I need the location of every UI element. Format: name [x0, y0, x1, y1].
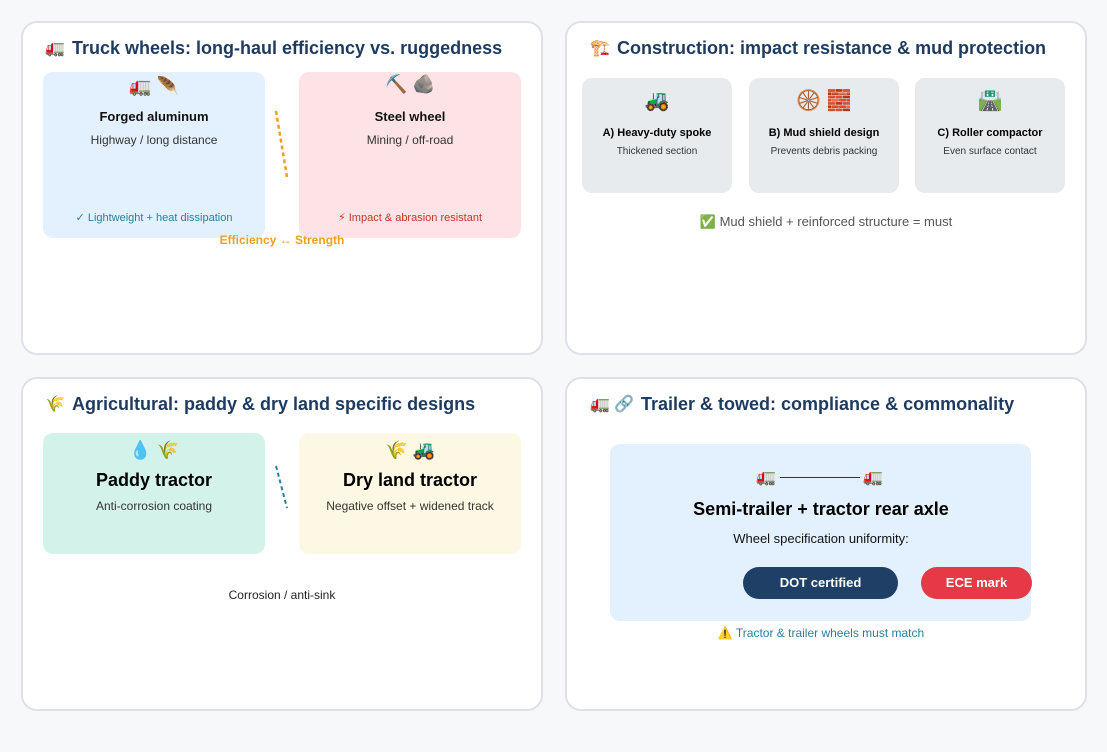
icons: 🚜	[644, 90, 670, 112]
note-text: Mud shield + reinforced structure = must	[719, 214, 953, 229]
option-box	[43, 72, 265, 238]
heading: Dry land tractor	[342, 470, 478, 490]
icon: 🚛	[863, 469, 883, 486]
option-box	[299, 433, 521, 554]
note-text: Tractor & trailer wheels must match	[735, 626, 925, 640]
note: ✅ Mud shield + reinforced structure = mu…	[700, 214, 952, 230]
icons: 🌾 🚜	[385, 440, 435, 460]
subtitle: Anti-corrosion coating	[95, 499, 213, 513]
heading: Steel wheel	[374, 109, 446, 124]
connector	[275, 465, 288, 509]
badge: ECE mark	[921, 567, 1032, 599]
card-title: Trailer & towed: compliance & commonalit…	[641, 394, 1015, 414]
heading: Semi-trailer + tractor rear axle	[693, 499, 949, 519]
note: ✓ Lightweight + heat dissipation	[75, 212, 233, 224]
note: ⚠️ Tractor & trailer wheels must match	[718, 626, 924, 640]
icon: 🚛 🔗	[590, 396, 635, 413]
subtitle: Negative offset + widened track	[326, 499, 494, 513]
icon: 🚛	[45, 40, 65, 57]
icons: 💧 🌾	[129, 440, 179, 460]
icons: 🚛 🪶	[129, 76, 179, 96]
icons: ⛏️ 🪨	[385, 74, 435, 94]
subtitle: Even surface contact	[943, 146, 1037, 157]
subtitle: Wheel specification uniformity:	[733, 531, 909, 546]
icons: 🛞 🧱	[796, 90, 852, 112]
option-box	[915, 78, 1065, 193]
subtitle: Highway / long distance	[90, 133, 218, 147]
heading: B) Mud shield design	[768, 127, 880, 139]
card-title: Construction: impact resistance & mud pr…	[617, 38, 1047, 58]
option-box	[582, 78, 732, 193]
subtitle: Prevents debris packing	[770, 146, 878, 157]
icons: 🛣️	[977, 90, 1003, 112]
connector	[274, 110, 289, 178]
note: ⚡ Impact & abrasion resistant	[337, 212, 483, 224]
subtitle: Thickened section	[616, 146, 698, 157]
heading: A) Heavy-duty spoke	[602, 127, 712, 139]
icon: 🏗️	[590, 40, 610, 57]
heading: Forged aluminum	[99, 109, 209, 124]
icon: 🌾	[45, 396, 65, 413]
badge: DOT certified	[743, 567, 898, 599]
icon: 🚛	[756, 469, 776, 486]
card-title: Agricultural: paddy & dry land specific …	[72, 394, 476, 414]
subtitle: Mining / off-road	[366, 133, 454, 147]
option-box	[43, 433, 265, 554]
option-box	[299, 72, 521, 238]
card-title: Truck wheels: long-haul efficiency vs. r…	[72, 38, 503, 58]
note: Corrosion / anti-sink	[228, 588, 336, 602]
heading: C) Roller compactor	[937, 127, 1043, 139]
heading: Paddy tractor	[95, 470, 213, 490]
link-label: Efficiency ↔ Strength	[219, 233, 345, 247]
note-icon: ⚠️	[717, 626, 733, 640]
option-box	[749, 78, 899, 193]
link-line	[780, 477, 860, 478]
note-icon: ✅	[699, 214, 716, 229]
